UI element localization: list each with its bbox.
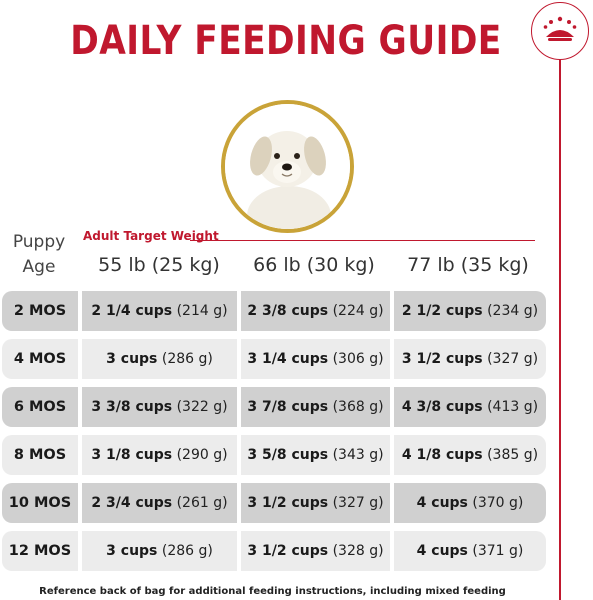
cups-value: 3 3/8 cups [91,399,173,415]
cups-value: 4 cups [416,495,468,511]
footnote: Reference back of bag for additional fee… [39,586,506,597]
age-header-line2: Age [22,257,56,277]
grams-value: (371 g) [472,543,524,559]
cups-value: 3 1/4 cups [247,351,329,367]
amount-cell: 4 1/8 cups (385 g) [394,435,546,475]
age-column-header: Puppy Age [0,230,78,280]
table-row: 4 MOS 3 cups (286 g) 3 1/4 cups (306 g) … [2,339,546,379]
cups-value: 2 1/4 cups [91,303,173,319]
amount-cell: 3 7/8 cups (368 g) [241,387,390,427]
vertical-divider [559,52,561,600]
grams-value: (286 g) [161,351,213,367]
age-cell: 12 MOS [2,531,78,571]
grams-value: (322 g) [176,399,228,415]
cups-value: 3 1/8 cups [91,447,173,463]
cups-value: 3 1/2 cups [401,351,483,367]
cups-value: 3 1/2 cups [247,543,329,559]
grams-value: (343 g) [332,447,384,463]
cups-value: 2 3/4 cups [91,495,173,511]
weight-header-66lb: 66 lb (30 kg) [253,254,375,276]
grams-value: (286 g) [161,543,213,559]
cups-value: 3 1/2 cups [247,495,329,511]
royal-canin-crown-icon [543,16,577,41]
grams-value: (385 g) [487,447,539,463]
puppy-photo [221,100,354,233]
cups-value: 4 3/8 cups [401,399,483,415]
amount-cell: 2 3/8 cups (224 g) [241,291,390,331]
amount-cell: 2 1/2 cups (234 g) [394,291,546,331]
amount-cell: 3 5/8 cups (343 g) [241,435,390,475]
adult-target-weight-label: Adult Target Weight [83,229,219,243]
grams-value: (261 g) [176,495,228,511]
table-row: 12 MOS 3 cups (286 g) 3 1/2 cups (328 g)… [2,531,546,571]
age-cell: 4 MOS [2,339,78,379]
age-header-line1: Puppy [12,232,66,252]
amount-cell: 4 cups (371 g) [394,531,546,571]
age-cell: 2 MOS [2,291,78,331]
cups-value: 2 1/2 cups [401,303,483,319]
cups-value: 4 1/8 cups [401,447,483,463]
cups-value: 3 7/8 cups [247,399,329,415]
cups-value: 3 cups [106,543,158,559]
amount-cell: 3 cups (286 g) [82,339,237,379]
amount-cell: 2 3/4 cups (261 g) [82,483,237,523]
grams-value: (224 g) [332,303,384,319]
table-row: 8 MOS 3 1/8 cups (290 g) 3 5/8 cups (343… [2,435,546,475]
grams-value: (327 g) [332,495,384,511]
weight-header-77lb: 77 lb (35 kg) [407,254,529,276]
age-cell: 8 MOS [2,435,78,475]
grams-value: (234 g) [487,303,539,319]
amount-cell: 2 1/4 cups (214 g) [82,291,237,331]
amount-cell: 4 3/8 cups (413 g) [394,387,546,427]
amount-cell: 3 1/4 cups (306 g) [241,339,390,379]
cups-value: 4 cups [416,543,468,559]
table-row: 10 MOS 2 3/4 cups (261 g) 3 1/2 cups (32… [2,483,546,523]
age-cell: 10 MOS [2,483,78,523]
grams-value: (327 g) [487,351,539,367]
amount-cell: 3 1/2 cups (328 g) [241,531,390,571]
grams-value: (214 g) [176,303,228,319]
age-cell: 6 MOS [2,387,78,427]
target-weight-rule [190,240,535,241]
grams-value: (413 g) [487,399,539,415]
grams-value: (290 g) [176,447,228,463]
amount-cell: 4 cups (370 g) [394,483,546,523]
amount-cell: 3 1/2 cups (327 g) [241,483,390,523]
page-title: DAILY FEEDING GUIDE [70,18,502,64]
brand-logo [531,2,589,60]
puppy-icon [225,104,350,229]
cups-value: 3 cups [106,351,158,367]
grams-value: (370 g) [472,495,524,511]
weight-header-55lb: 55 lb (25 kg) [98,254,220,276]
amount-cell: 3 3/8 cups (322 g) [82,387,237,427]
cups-value: 3 5/8 cups [247,447,329,463]
grams-value: (306 g) [332,351,384,367]
table-row: 2 MOS 2 1/4 cups (214 g) 2 3/8 cups (224… [2,291,546,331]
amount-cell: 3 cups (286 g) [82,531,237,571]
cups-value: 2 3/8 cups [247,303,329,319]
grams-value: (328 g) [332,543,384,559]
amount-cell: 3 1/8 cups (290 g) [82,435,237,475]
amount-cell: 3 1/2 cups (327 g) [394,339,546,379]
table-row: 6 MOS 3 3/8 cups (322 g) 3 7/8 cups (368… [2,387,546,427]
grams-value: (368 g) [332,399,384,415]
